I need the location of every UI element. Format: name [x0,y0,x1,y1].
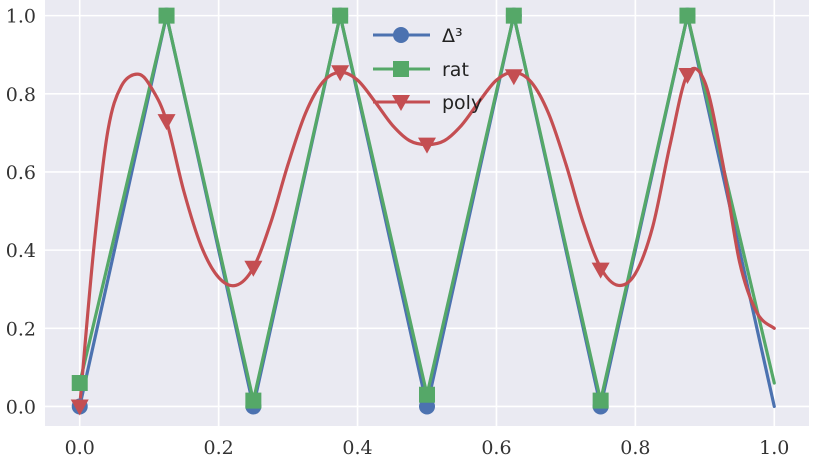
poly-marker-0 [70,399,89,416]
poly-marker-5 [504,69,523,86]
legend-marker-rat [393,61,409,77]
rat-marker-0 [71,375,88,392]
legend-entry-delta: Δ³ [373,25,463,47]
y-tick-label-1: 0.2 [6,318,36,340]
poly-marker-1 [157,114,176,131]
poly-marker-6 [591,262,610,279]
legend-entry-rat: rat [373,59,469,81]
rat-marker-1 [158,7,175,24]
rat-marker-7 [679,7,696,24]
legend-marker-poly [392,95,410,111]
y-tick-label-0: 0.0 [6,396,36,418]
y-tick-label-4: 0.8 [6,84,36,106]
y-axis-ticks: 0.0 0.2 0.4 0.6 0.8 1.0 [6,6,36,419]
legend: Δ³ rat poly [373,25,482,114]
rat-marker-4 [419,386,435,403]
x-axis-ticks: 0.0 0.2 0.4 0.6 0.8 1.0 [65,437,790,459]
series-line-poly [78,66,776,409]
poly-marker-4 [418,137,436,154]
poly-marker-2 [244,260,263,277]
plot-background [45,0,809,426]
rat-marker-5 [505,7,522,24]
y-tick-label-5: 1.0 [6,6,36,28]
x-tick-label-2: 0.4 [342,437,372,459]
x-tick-label-4: 0.8 [620,437,650,459]
legend-label-rat: rat [442,59,469,81]
x-tick-label-0: 0.0 [65,437,95,459]
legend-label-poly: poly [442,92,482,114]
legend-entry-poly: poly [373,92,482,114]
x-tick-label-5: 1.0 [759,437,789,459]
rat-marker-2 [245,392,262,409]
legend-label-delta: Δ³ [442,25,463,47]
poly-marker-7 [678,68,697,85]
x-tick-label-3: 0.6 [481,437,511,459]
poly-marker-3 [331,65,350,82]
rat-marker-3 [332,7,349,24]
legend-marker-delta [393,27,409,43]
y-tick-label-3: 0.6 [6,162,36,184]
series-markers [70,7,697,416]
rat-marker-6 [592,392,609,409]
x-tick-label-1: 0.2 [204,437,234,459]
y-tick-label-2: 0.4 [6,240,36,262]
